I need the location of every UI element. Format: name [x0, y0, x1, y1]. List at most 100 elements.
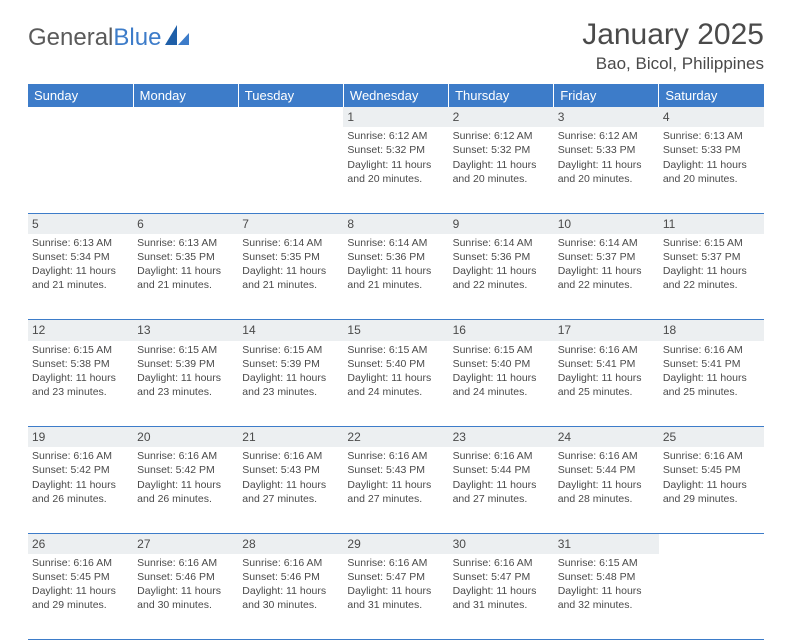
weekday-header-row: Sunday Monday Tuesday Wednesday Thursday… [28, 84, 764, 107]
sunrise-text: Sunrise: 6:15 AM [558, 556, 655, 570]
day-cell: Sunrise: 6:16 AMSunset: 5:43 PMDaylight:… [343, 447, 448, 533]
weekday-header: Thursday [449, 84, 554, 107]
day-number: 26 [28, 533, 133, 554]
day-cell: Sunrise: 6:13 AMSunset: 5:34 PMDaylight:… [28, 234, 133, 320]
day-cell [133, 127, 238, 213]
sunrise-text: Sunrise: 6:16 AM [663, 449, 760, 463]
daylight-text: Daylight: 11 hours and 26 minutes. [137, 478, 234, 506]
day-cell: Sunrise: 6:14 AMSunset: 5:36 PMDaylight:… [343, 234, 448, 320]
weekday-header: Wednesday [343, 84, 448, 107]
weekday-header: Saturday [659, 84, 764, 107]
day-number: 4 [659, 107, 764, 127]
day-cell: Sunrise: 6:15 AMSunset: 5:40 PMDaylight:… [449, 341, 554, 427]
daylight-text: Daylight: 11 hours and 27 minutes. [453, 478, 550, 506]
sunrise-text: Sunrise: 6:15 AM [347, 343, 444, 357]
daylight-text: Daylight: 11 hours and 26 minutes. [32, 478, 129, 506]
day-content-row: Sunrise: 6:16 AMSunset: 5:42 PMDaylight:… [28, 447, 764, 533]
sunrise-text: Sunrise: 6:16 AM [242, 449, 339, 463]
day-cell: Sunrise: 6:16 AMSunset: 5:47 PMDaylight:… [449, 554, 554, 640]
sunrise-text: Sunrise: 6:15 AM [32, 343, 129, 357]
sunrise-text: Sunrise: 6:16 AM [663, 343, 760, 357]
day-number-row: 1234 [28, 107, 764, 127]
day-cell: Sunrise: 6:15 AMSunset: 5:40 PMDaylight:… [343, 341, 448, 427]
daylight-text: Daylight: 11 hours and 21 minutes. [137, 264, 234, 292]
sunset-text: Sunset: 5:41 PM [663, 357, 760, 371]
day-number-row: 12131415161718 [28, 320, 764, 341]
sunset-text: Sunset: 5:38 PM [32, 357, 129, 371]
day-cell: Sunrise: 6:12 AMSunset: 5:32 PMDaylight:… [449, 127, 554, 213]
location: Bao, Bicol, Philippines [582, 54, 764, 74]
day-cell: Sunrise: 6:16 AMSunset: 5:41 PMDaylight:… [554, 341, 659, 427]
sunset-text: Sunset: 5:39 PM [137, 357, 234, 371]
day-number: 3 [554, 107, 659, 127]
daylight-text: Daylight: 11 hours and 23 minutes. [242, 371, 339, 399]
daylight-text: Daylight: 11 hours and 22 minutes. [558, 264, 655, 292]
day-number: 24 [554, 427, 659, 448]
sunset-text: Sunset: 5:44 PM [558, 463, 655, 477]
sunset-text: Sunset: 5:36 PM [347, 250, 444, 264]
day-content-row: Sunrise: 6:12 AMSunset: 5:32 PMDaylight:… [28, 127, 764, 213]
sunrise-text: Sunrise: 6:16 AM [347, 449, 444, 463]
sunrise-text: Sunrise: 6:15 AM [137, 343, 234, 357]
day-number: 29 [343, 533, 448, 554]
daylight-text: Daylight: 11 hours and 20 minutes. [663, 158, 760, 186]
day-number: 18 [659, 320, 764, 341]
sunrise-text: Sunrise: 6:16 AM [32, 449, 129, 463]
day-number: 12 [28, 320, 133, 341]
sunrise-text: Sunrise: 6:16 AM [453, 449, 550, 463]
sunrise-text: Sunrise: 6:15 AM [663, 236, 760, 250]
day-number: 21 [238, 427, 343, 448]
logo-sail-icon [165, 25, 191, 52]
sunrise-text: Sunrise: 6:16 AM [453, 556, 550, 570]
day-number: 10 [554, 213, 659, 234]
sunrise-text: Sunrise: 6:16 AM [242, 556, 339, 570]
day-cell: Sunrise: 6:15 AMSunset: 5:38 PMDaylight:… [28, 341, 133, 427]
day-number: 2 [449, 107, 554, 127]
day-number: 14 [238, 320, 343, 341]
sunset-text: Sunset: 5:32 PM [453, 143, 550, 157]
sunrise-text: Sunrise: 6:16 AM [32, 556, 129, 570]
sunrise-text: Sunrise: 6:14 AM [558, 236, 655, 250]
daylight-text: Daylight: 11 hours and 29 minutes. [663, 478, 760, 506]
day-number: 28 [238, 533, 343, 554]
daylight-text: Daylight: 11 hours and 20 minutes. [453, 158, 550, 186]
logo-text: GeneralBlue [28, 24, 161, 52]
daylight-text: Daylight: 11 hours and 24 minutes. [453, 371, 550, 399]
sunset-text: Sunset: 5:47 PM [347, 570, 444, 584]
day-cell: Sunrise: 6:16 AMSunset: 5:41 PMDaylight:… [659, 341, 764, 427]
sunrise-text: Sunrise: 6:14 AM [347, 236, 444, 250]
day-cell [238, 127, 343, 213]
sunset-text: Sunset: 5:47 PM [453, 570, 550, 584]
sunrise-text: Sunrise: 6:16 AM [347, 556, 444, 570]
daylight-text: Daylight: 11 hours and 21 minutes. [32, 264, 129, 292]
sunrise-text: Sunrise: 6:15 AM [453, 343, 550, 357]
daylight-text: Daylight: 11 hours and 20 minutes. [347, 158, 444, 186]
day-number: 23 [449, 427, 554, 448]
day-content-row: Sunrise: 6:13 AMSunset: 5:34 PMDaylight:… [28, 234, 764, 320]
sunset-text: Sunset: 5:37 PM [558, 250, 655, 264]
day-number: 9 [449, 213, 554, 234]
day-cell: Sunrise: 6:15 AMSunset: 5:39 PMDaylight:… [133, 341, 238, 427]
day-cell: Sunrise: 6:14 AMSunset: 5:37 PMDaylight:… [554, 234, 659, 320]
daylight-text: Daylight: 11 hours and 22 minutes. [453, 264, 550, 292]
sunset-text: Sunset: 5:35 PM [137, 250, 234, 264]
sunrise-text: Sunrise: 6:16 AM [558, 343, 655, 357]
day-cell: Sunrise: 6:14 AMSunset: 5:36 PMDaylight:… [449, 234, 554, 320]
day-number: 27 [133, 533, 238, 554]
daylight-text: Daylight: 11 hours and 29 minutes. [32, 584, 129, 612]
sunset-text: Sunset: 5:39 PM [242, 357, 339, 371]
day-content-row: Sunrise: 6:16 AMSunset: 5:45 PMDaylight:… [28, 554, 764, 640]
sunrise-text: Sunrise: 6:16 AM [137, 556, 234, 570]
sunrise-text: Sunrise: 6:15 AM [242, 343, 339, 357]
day-number: 7 [238, 213, 343, 234]
sunset-text: Sunset: 5:43 PM [242, 463, 339, 477]
day-cell: Sunrise: 6:16 AMSunset: 5:42 PMDaylight:… [133, 447, 238, 533]
daylight-text: Daylight: 11 hours and 25 minutes. [558, 371, 655, 399]
day-number: 19 [28, 427, 133, 448]
day-number-row: 262728293031 [28, 533, 764, 554]
day-cell: Sunrise: 6:16 AMSunset: 5:44 PMDaylight:… [554, 447, 659, 533]
sunset-text: Sunset: 5:35 PM [242, 250, 339, 264]
day-cell: Sunrise: 6:15 AMSunset: 5:37 PMDaylight:… [659, 234, 764, 320]
sunrise-text: Sunrise: 6:13 AM [32, 236, 129, 250]
sunset-text: Sunset: 5:33 PM [663, 143, 760, 157]
